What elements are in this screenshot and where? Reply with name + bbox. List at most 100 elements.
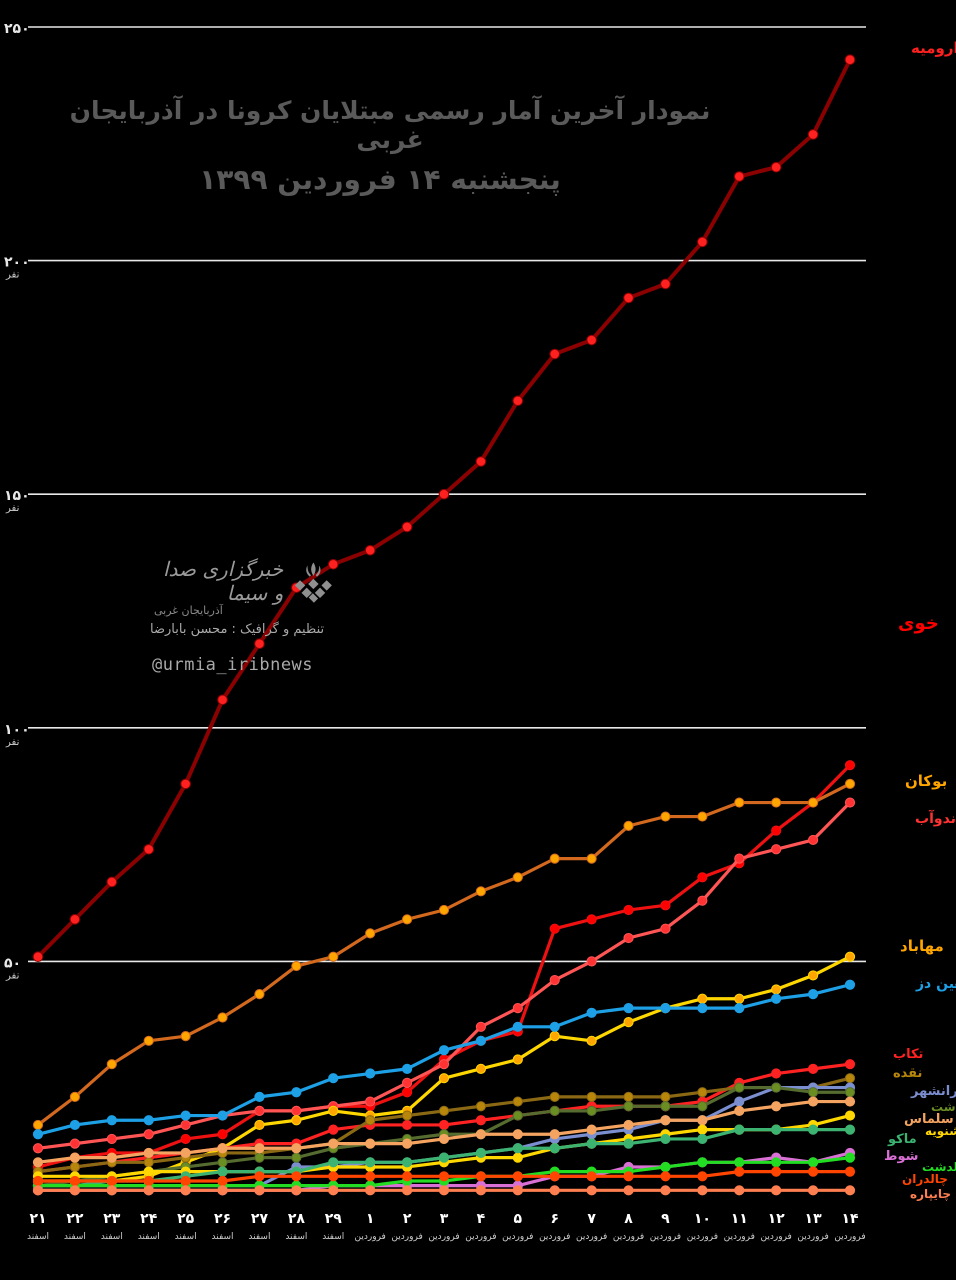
x-tick-day: ۹ [661, 1211, 670, 1227]
x-tick-month: اسفند [322, 1232, 344, 1242]
data-point [586, 1007, 597, 1018]
data-point [549, 1171, 560, 1182]
y-tick-label: ۲۰۰ [4, 255, 30, 271]
series-label: سردشت [931, 1100, 956, 1114]
data-point [549, 974, 560, 986]
y-tick-label: ۱۰۰ [4, 722, 30, 738]
data-point [401, 914, 413, 925]
data-point [32, 1175, 44, 1187]
series-label: میاندوآب [915, 809, 956, 827]
data-point [771, 984, 782, 995]
data-point [807, 1157, 819, 1168]
x-tick-day: ۲۳ [103, 1211, 121, 1227]
data-point [771, 1157, 782, 1168]
data-point [401, 1087, 413, 1098]
y-tick-unit: نفر [5, 270, 19, 281]
data-point [734, 853, 745, 864]
data-point [475, 1115, 487, 1126]
data-point [143, 1035, 154, 1046]
data-point [697, 872, 708, 883]
data-point [143, 1115, 154, 1126]
data-point [180, 1110, 191, 1121]
data-point [733, 171, 745, 182]
data-point [549, 1185, 560, 1196]
data-point [254, 1091, 265, 1102]
data-point [401, 1138, 413, 1149]
data-point [512, 1110, 523, 1121]
chart-subtitle: پنجشنبه ۱۴ فروردین ۱۳۹۹ [199, 163, 561, 196]
data-point [69, 914, 81, 925]
irib-emblem-icon [295, 562, 333, 603]
data-point [734, 993, 745, 1004]
data-point [807, 970, 819, 981]
data-point [512, 1096, 523, 1107]
data-point [401, 1171, 413, 1182]
data-point [771, 1166, 782, 1177]
series-label: ماکو [887, 1132, 917, 1147]
data-point [512, 1054, 523, 1065]
data-point [623, 1119, 634, 1131]
data-point [291, 1105, 302, 1117]
data-point [623, 1171, 634, 1182]
data-point [549, 1129, 560, 1140]
watermark-logo: خبرگزاری صدا و سیما [148, 552, 338, 610]
series-lines [32, 54, 856, 1196]
data-point [32, 1119, 44, 1131]
data-point [143, 1147, 154, 1159]
y-tick-unit: نفر [5, 503, 19, 514]
data-point [328, 1171, 339, 1182]
data-point [512, 872, 523, 883]
data-point [586, 956, 597, 967]
x-tick-day: ۱۲ [768, 1211, 786, 1227]
data-point [586, 1171, 597, 1182]
data-point [844, 1185, 856, 1196]
watermark-brand: خبرگزاری صدا و سیما [162, 557, 284, 605]
data-point [512, 395, 524, 407]
data-point [807, 1185, 819, 1196]
data-point [217, 1166, 228, 1177]
data-point [365, 1115, 376, 1126]
data-point [771, 844, 782, 855]
data-point [512, 1185, 523, 1196]
data-point [69, 1119, 81, 1131]
data-point [32, 951, 44, 963]
data-point [697, 1171, 708, 1182]
data-point [807, 1166, 819, 1177]
data-point [623, 1091, 634, 1102]
data-point [623, 904, 634, 916]
data-point [697, 1157, 708, 1168]
data-point [106, 1152, 117, 1163]
data-point [549, 853, 560, 864]
data-point [401, 1119, 413, 1131]
series-label: چایپاره [910, 1187, 951, 1201]
data-point [512, 1143, 523, 1154]
x-tick-month: فروردین [391, 1232, 422, 1242]
data-point [697, 1133, 708, 1145]
x-tick-day: ۱۴ [841, 1211, 859, 1227]
data-point [401, 1110, 413, 1121]
data-point [438, 1045, 450, 1056]
data-point [660, 1133, 671, 1145]
data-point [844, 1073, 856, 1084]
data-point [69, 1091, 81, 1102]
data-point [180, 1133, 191, 1145]
x-tick-month: فروردین [797, 1232, 828, 1242]
data-point [438, 488, 450, 500]
x-tick-day: ۲۷ [251, 1211, 269, 1227]
series-label: پلدشت [922, 1160, 956, 1174]
data-point [697, 1115, 708, 1126]
data-point [401, 1157, 413, 1168]
data-point [512, 1129, 523, 1140]
data-point [844, 1096, 856, 1107]
x-tick-month: فروردین [539, 1232, 570, 1242]
x-tick-month: فروردین [613, 1232, 644, 1242]
y-tick-unit: نفر [5, 970, 19, 981]
data-point [438, 1133, 450, 1145]
data-point [771, 1068, 782, 1079]
data-point [660, 900, 671, 911]
data-point [217, 1185, 228, 1196]
x-tick-month: فروردین [650, 1232, 681, 1242]
data-point [291, 1087, 302, 1098]
x-tick-day: ۲۱ [29, 1211, 46, 1227]
